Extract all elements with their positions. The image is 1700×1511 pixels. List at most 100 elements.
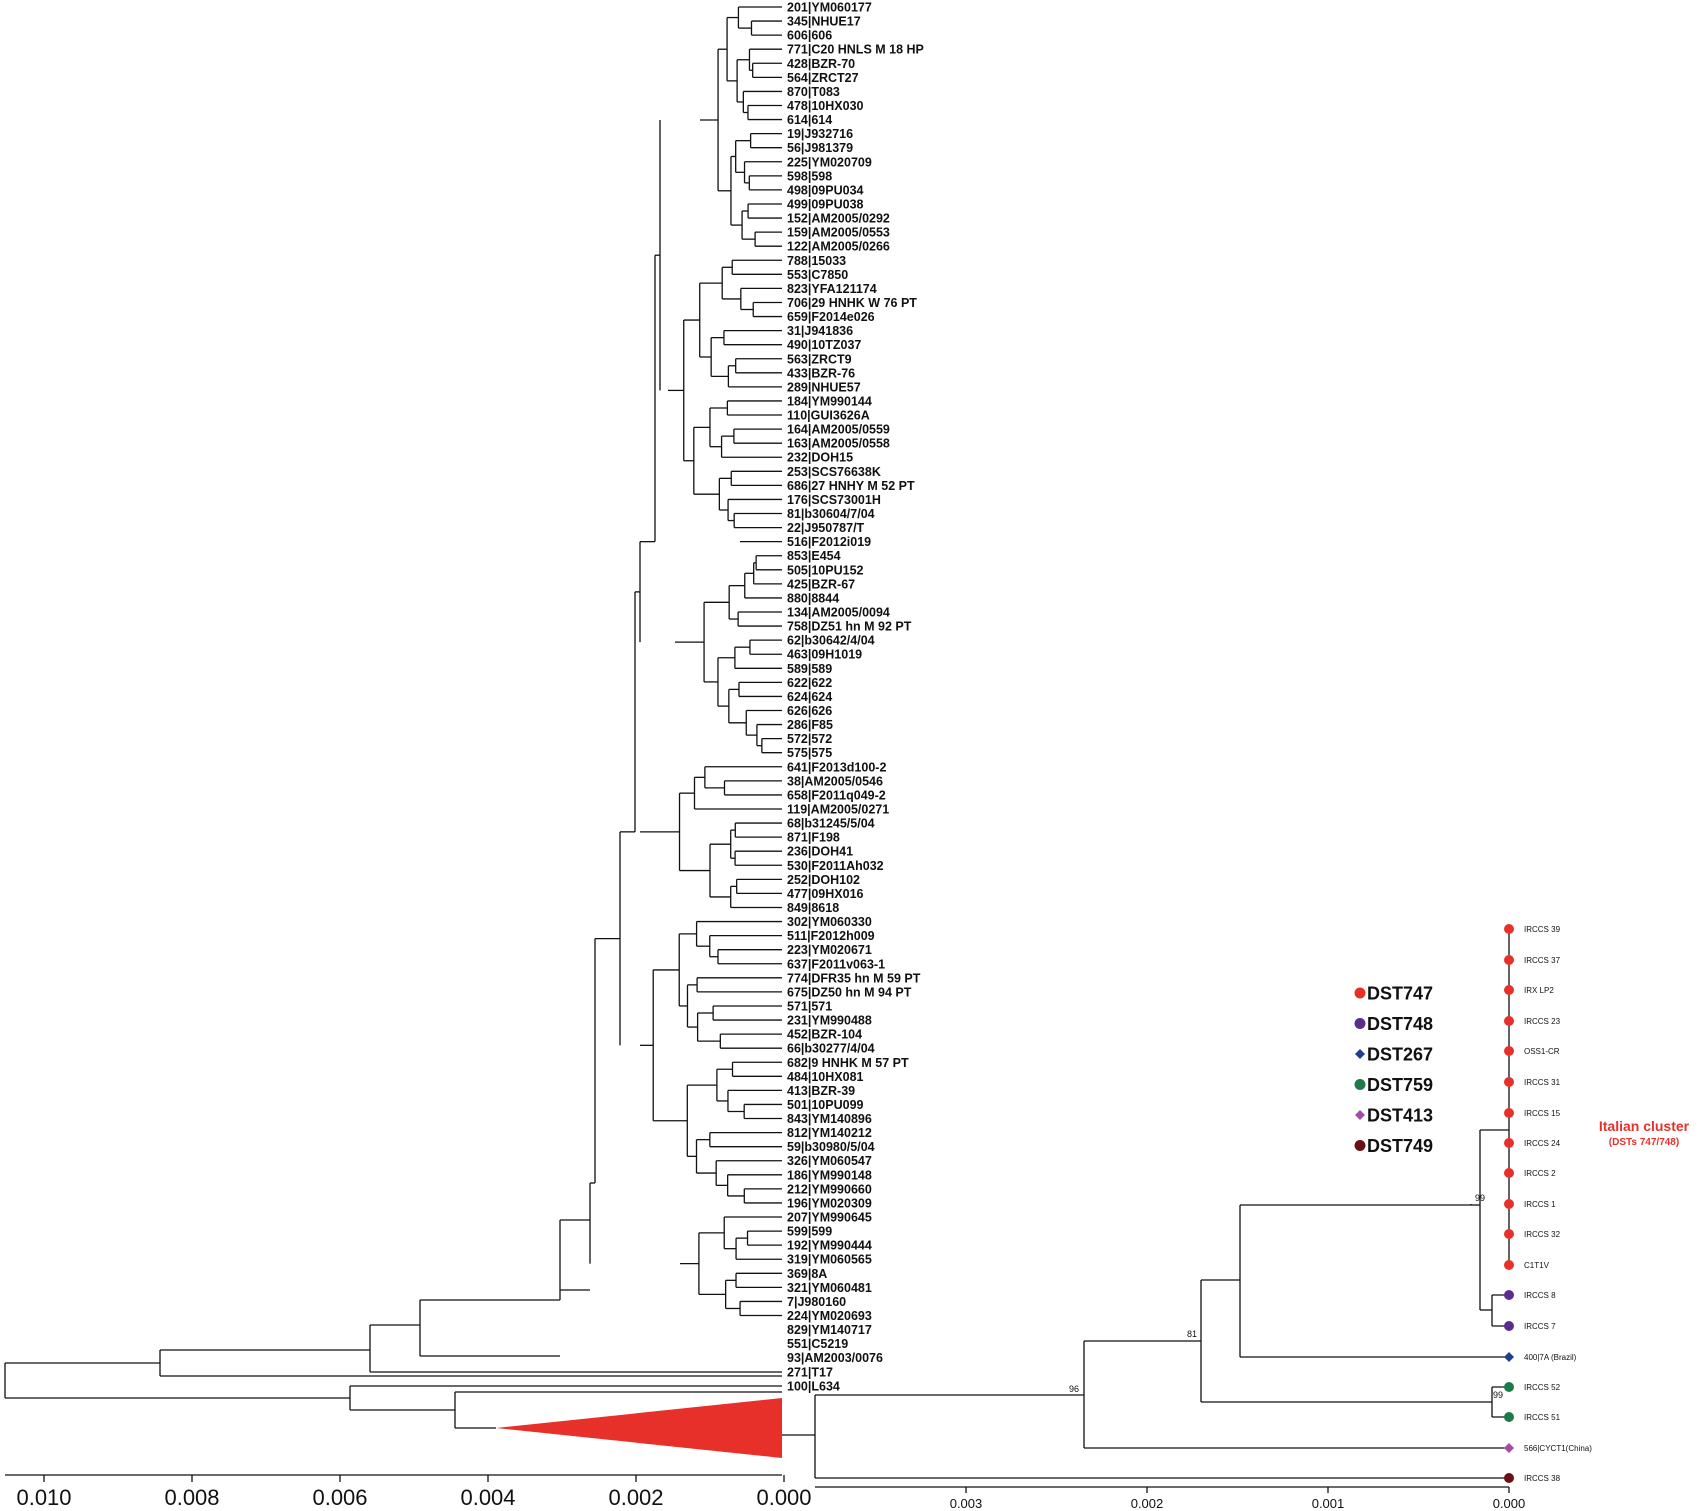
taxon-label: 207|YM990645 xyxy=(787,1211,872,1225)
italian-cluster-title: Italian cluster xyxy=(1599,1118,1690,1134)
taxon-label: 659|F2014e026 xyxy=(787,310,875,324)
taxon-label: 463|09H1019 xyxy=(787,648,862,662)
right-scale-axis: 0.003 0.002 0.001 0.000 xyxy=(815,1486,1526,1511)
leaf-marker-circle xyxy=(1504,1077,1514,1087)
leaf-label: 400|7A (Brazil) xyxy=(1524,1353,1577,1362)
right-tree: IRCCS 39 IRCCS 37 IRX LP2 IRCCS 23 OSS1-CR IR… xyxy=(782,924,1690,1511)
taxon-label: 484|10HX081 xyxy=(787,1070,864,1084)
taxon-label: 511|F2012h009 xyxy=(787,929,875,943)
taxon-label: 774|DFR35 hn M 59 PT xyxy=(787,971,921,985)
taxon-label: 345|NHUE17 xyxy=(787,15,861,29)
taxon-label: 38|AM2005/0546 xyxy=(787,774,883,788)
taxon-label: 321|YM060481 xyxy=(787,1281,872,1295)
taxon-label: 428|BZR-70 xyxy=(787,57,855,71)
taxon-label: 626|626 xyxy=(787,704,832,718)
left-axis-tick-label: 0.010 xyxy=(16,1485,71,1510)
taxon-label: 637|F2011v063-1 xyxy=(787,957,885,971)
taxon-label: 551|C5219 xyxy=(787,1337,848,1351)
right-axis-tick-label: 0.000 xyxy=(1493,1496,1526,1511)
taxon-label: 319|YM060565 xyxy=(787,1253,872,1267)
leaf-marker-circle xyxy=(1504,1321,1514,1331)
taxon-label: 184|YM990144 xyxy=(787,394,872,408)
taxon-label: 499|09PU038 xyxy=(787,197,864,211)
leaf-marker-circle xyxy=(1504,1199,1514,1209)
leaf-label: C1T1V xyxy=(1524,1261,1550,1270)
collapsed-clade-triangle xyxy=(496,1398,782,1458)
leaf-label: IRCCS 23 xyxy=(1524,1017,1561,1026)
taxon-label: 326|YM060547 xyxy=(787,1154,872,1168)
leaf-marker-circle xyxy=(1504,924,1514,934)
right-axis-tick-label: 0.002 xyxy=(1131,1496,1164,1511)
taxon-label: 706|29 HNHK W 76 PT xyxy=(787,296,917,310)
taxon-label: 252|DOH102 xyxy=(787,873,860,887)
taxon-label: 571|571 xyxy=(787,999,832,1013)
taxon-label: 286|F85 xyxy=(787,718,833,732)
taxon-label: 641|F2013d100-2 xyxy=(787,760,886,774)
taxon-label: 682|9 HNHK M 57 PT xyxy=(787,1056,909,1070)
taxon-label: 56|J981379 xyxy=(787,141,853,155)
taxon-label: 564|ZRCT27 xyxy=(787,71,859,85)
taxon-label: 658|F2011q049-2 xyxy=(787,788,886,802)
bootstrap-value-99-dst759: 99 xyxy=(1493,1390,1503,1400)
leaf-label: IRCCS 1 xyxy=(1524,1200,1556,1209)
leaf-label: IRCCS 37 xyxy=(1524,956,1561,965)
taxon-label: 880|8844 xyxy=(787,591,839,605)
taxon-label: 22|J950787/T xyxy=(787,521,865,535)
taxon-label: 563|ZRCT9 xyxy=(787,352,852,366)
taxon-label: 829|YM140717 xyxy=(787,1323,872,1337)
taxon-label: 62|b30642/4/04 xyxy=(787,634,875,648)
leaf-label: IRCCS 32 xyxy=(1524,1230,1561,1239)
dst-legend: DST747 DST748 DST267 DST759 DST413 DST749 xyxy=(1354,984,1433,1156)
bootstrap-value-81: 81 xyxy=(1187,1329,1197,1339)
taxon-label: 134|AM2005/0094 xyxy=(787,606,890,620)
taxon-label: 163|AM2005/0558 xyxy=(787,437,890,451)
taxon-label: 66|b30277/4/04 xyxy=(787,1042,875,1056)
left-axis-tick-label: 0.008 xyxy=(164,1485,219,1510)
leaf-marker-circle xyxy=(1504,1138,1514,1148)
taxon-label: 598|598 xyxy=(787,169,832,183)
taxon-label: 152|AM2005/0292 xyxy=(787,212,890,226)
leaf-marker-circle xyxy=(1504,1473,1514,1483)
taxon-label: 675|DZ50 hn M 94 PT xyxy=(787,985,912,999)
legend-marker-circle xyxy=(1354,1018,1366,1029)
leaf-marker-circle xyxy=(1504,1046,1514,1056)
taxon-label: 59|b30980/5/04 xyxy=(787,1140,875,1154)
taxon-label: 19|J932716 xyxy=(787,127,853,141)
leaf-label: IRCCS 38 xyxy=(1524,1474,1561,1483)
taxon-label: 614|614 xyxy=(787,113,832,127)
taxon-label: 433|BZR-76 xyxy=(787,366,855,380)
taxon-label: 186|YM990148 xyxy=(787,1168,872,1182)
right-tree-leaves: IRCCS 39 IRCCS 37 IRX LP2 IRCCS 23 OSS1-CR IR… xyxy=(1504,924,1592,1483)
legend-marker-diamond xyxy=(1355,1049,1365,1059)
taxon-label: 196|YM020309 xyxy=(787,1196,872,1210)
taxon-label: 223|YM020671 xyxy=(787,943,872,957)
right-tree-branches xyxy=(782,929,1510,1479)
taxon-label: 758|DZ51 hn M 92 PT xyxy=(787,620,912,634)
taxon-label: 201|YM060177 xyxy=(787,1,872,15)
taxon-label: 232|DOH15 xyxy=(787,451,853,465)
taxon-label: 289|NHUE57 xyxy=(787,380,861,394)
legend-label: DST748 xyxy=(1367,1014,1433,1034)
taxon-label: 192|YM990444 xyxy=(787,1239,872,1253)
legend-marker-diamond xyxy=(1355,1110,1365,1120)
taxon-label: 31|J941836 xyxy=(787,324,853,338)
leaf-marker-circle xyxy=(1504,1382,1514,1392)
taxon-label: 575|575 xyxy=(787,746,832,760)
italian-cluster-subtitle: (DSTs 747/748) xyxy=(1609,1137,1679,1148)
leaf-label: IRCCS 24 xyxy=(1524,1139,1561,1148)
taxon-label: 253|SCS76638K xyxy=(787,465,881,479)
leaf-marker-circle xyxy=(1504,1016,1514,1026)
legend-marker-circle xyxy=(1354,1140,1366,1151)
taxon-label: 110|GUI3626A xyxy=(787,409,870,423)
leaf-marker-diamond xyxy=(1504,1443,1514,1453)
leaf-label: IRX LP2 xyxy=(1524,986,1554,995)
right-axis-tick-label: 0.003 xyxy=(950,1496,983,1511)
taxon-label: 572|572 xyxy=(787,732,832,746)
leaf-marker-circle xyxy=(1504,1229,1514,1239)
bootstrap-value-italian: 99 xyxy=(1475,1193,1485,1203)
taxon-label: 478|10HX030 xyxy=(787,99,864,113)
taxon-label: 599|599 xyxy=(787,1225,832,1239)
taxon-label: 225|YM020709 xyxy=(787,155,872,169)
left-axis-tick-label: 0.002 xyxy=(608,1485,663,1510)
